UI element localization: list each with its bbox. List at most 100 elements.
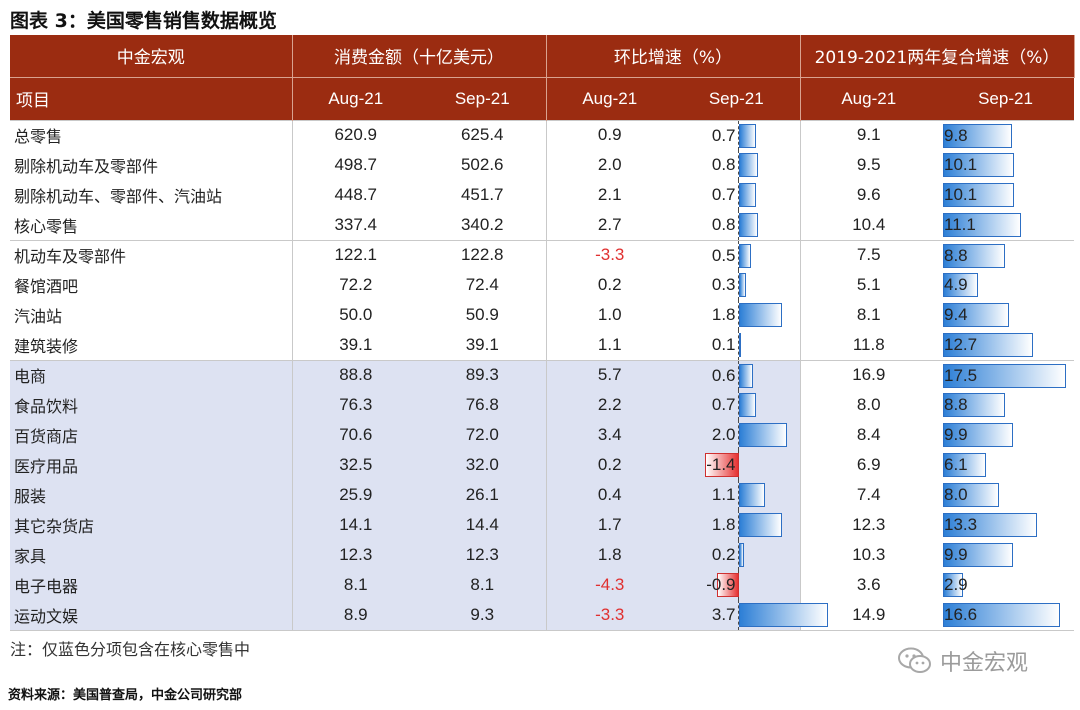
mom-aug: 1.1: [597, 334, 622, 354]
mom-sep-cell: 0.8: [673, 150, 801, 180]
cagr-aug: 10.3: [852, 545, 886, 564]
mom-aug: 2.7: [597, 214, 622, 234]
cagr-sep-value: 9.9: [944, 425, 968, 444]
mom-sep-cell: 0.8: [673, 210, 801, 240]
mom-sep-value: 0.7: [711, 125, 736, 145]
mom-axis: [738, 300, 800, 330]
cagr-sep-value: 13.3: [944, 515, 978, 534]
mom-aug: 0.2: [546, 450, 673, 480]
value-sep: 26.1: [419, 480, 547, 510]
cagr-sep-value: 4.9: [944, 275, 968, 294]
cagr-bar: [943, 303, 1010, 327]
cagr-aug: 9.6: [856, 185, 881, 204]
value-sep: 340.2: [419, 210, 547, 240]
cagr-aug: 12.3: [852, 515, 886, 534]
mom-bar: [739, 603, 828, 627]
mom-sep-cell: 0.7: [673, 180, 801, 210]
mom-axis: [738, 420, 800, 450]
mom-aug: -3.3: [546, 600, 673, 631]
retail-sales-table: 中金宏观 消费金额（十亿美元） 环比增速（%） 2019-2021两年复合增速（…: [10, 35, 1075, 631]
watermark: 中金宏观: [898, 645, 1028, 677]
source-note: 资料来源：美国普查局，中金公司研究部: [8, 688, 243, 703]
mom-axis: [738, 240, 800, 270]
value-sep: 12.3: [419, 540, 547, 570]
mom-aug: 1.0: [597, 305, 622, 324]
row-name: 电子电器: [10, 570, 293, 600]
value-aug: 620.9: [292, 119, 419, 150]
row-name: 医疗用品: [10, 450, 293, 480]
mom-sep-value: 0.6: [711, 365, 736, 385]
mom-aug: 0.4: [546, 480, 673, 510]
cagr-bar: [943, 573, 964, 597]
table-row: 机动车及零部件 122.1 122.8 -3.3 0.5 7.5 8.8: [10, 239, 1075, 270]
mom-bar: [739, 243, 751, 268]
cagr-aug: 11.8: [852, 334, 885, 354]
mom-bar: [739, 303, 783, 327]
table-row: 汽油站 50.0 50.9 1.0 1.8 8.1 9.4: [10, 300, 1074, 330]
row-name: 建筑装修: [10, 330, 293, 360]
cagr-aug: 16.9: [800, 359, 937, 390]
mom-bar-negative: [717, 573, 739, 597]
cagr-sep-cell: 8.0: [937, 480, 1074, 510]
cagr-sep-value: 12.7: [944, 335, 978, 354]
row-name: 家具: [10, 540, 293, 570]
cagr-sep-value: 16.6: [944, 605, 978, 624]
mom-sep-value: 2.0: [711, 425, 736, 444]
cagr-aug: 8.4: [856, 425, 881, 444]
value-sep: 122.8: [419, 239, 547, 270]
cagr-aug: 9.5: [856, 155, 881, 174]
cagr-sep-value: 2.9: [944, 575, 968, 594]
mom-bar: [739, 153, 759, 177]
value-sep: 9.3: [419, 600, 547, 631]
value-aug: 72.2: [339, 275, 373, 294]
cagr-aug: 8.0: [856, 395, 881, 414]
cagr-aug: 7.4: [856, 485, 881, 504]
cagr-sep-cell: 9.9: [937, 540, 1074, 570]
row-name: 百货商店: [10, 420, 293, 450]
cagr-bar: [943, 543, 1013, 567]
table-row: 服装 25.9 26.1 0.4 1.1 7.4 8.0: [10, 480, 1074, 510]
header-month: Aug-21: [546, 76, 673, 120]
cagr-sep-cell: 4.9: [937, 270, 1074, 300]
row-name: 运动文娱: [10, 600, 293, 631]
mom-bar: [739, 183, 756, 207]
cagr-bar: [943, 243, 1006, 268]
value-sep: 50.9: [419, 300, 547, 330]
row-name: 剔除机动车及零部件: [10, 150, 293, 180]
cagr-sep-cell: 2.9: [937, 570, 1074, 600]
mom-sep-value: 1.8: [711, 305, 736, 324]
table-row: 医疗用品 32.5 32.0 0.2 -1.4 6.9 6.1: [10, 450, 1074, 480]
table-row: 剔除机动车、零部件、汽油站 448.7 451.7 2.1 0.7 9.6 10.1: [10, 180, 1074, 210]
mom-sep-cell: 1.1: [673, 480, 801, 510]
mom-sep-value: 0.8: [711, 155, 736, 174]
mom-bar: [739, 123, 756, 148]
mom-aug: 0.9: [546, 119, 673, 150]
value-sep: 89.3: [419, 359, 547, 390]
mom-aug: 0.2: [597, 275, 622, 294]
value-aug: 50.0: [339, 305, 373, 324]
cagr-sep-value: 8.8: [944, 395, 968, 414]
row-name: 机动车及零部件: [10, 239, 293, 270]
value-sep: 451.7: [419, 180, 547, 210]
cagr-bar: [943, 363, 1067, 388]
cagr-sep-cell: 6.1: [937, 450, 1074, 480]
mom-axis: [738, 480, 800, 510]
value-sep: 8.1: [419, 570, 547, 600]
mom-aug: -4.3: [546, 570, 673, 600]
mom-sep-cell: -1.4: [673, 450, 801, 480]
row-name: 电商: [10, 359, 293, 390]
cagr-bar: [943, 183, 1015, 207]
header-item: 项目: [10, 76, 293, 120]
mom-sep-value: 0.2: [711, 545, 736, 564]
table-row: 餐馆酒吧 72.2 72.4 0.2 0.3 5.1 4.9: [10, 270, 1074, 300]
mom-bar: [739, 363, 754, 388]
row-name: 其它杂货店: [10, 510, 293, 540]
header-mom-group: 环比增速（%）: [546, 35, 801, 77]
mom-bar: [739, 483, 766, 507]
mom-sep-cell: 0.3: [673, 270, 801, 300]
cagr-sep-cell: 8.8: [937, 239, 1075, 270]
table-row: 建筑装修 39.1 39.1 1.1 0.1 11.8 12.7: [10, 330, 1074, 360]
cagr-sep-value: 8.0: [944, 485, 968, 504]
cagr-sep-cell: 10.1: [937, 150, 1074, 180]
mom-axis: [738, 270, 800, 300]
